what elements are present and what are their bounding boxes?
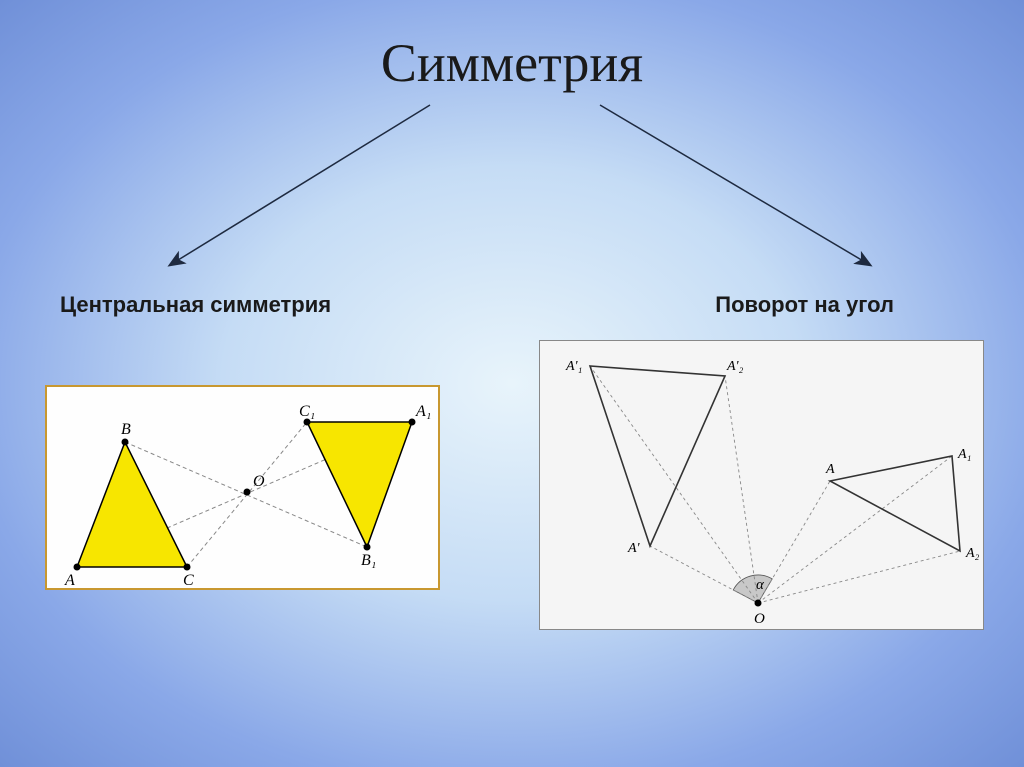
subtitle-central-symmetry: Центральная симметрия xyxy=(60,292,331,318)
main-arrows xyxy=(0,100,1024,300)
svg-text:A'₁: A'₁ xyxy=(565,359,582,374)
svg-text:α: α xyxy=(756,577,765,593)
arrow-left xyxy=(170,105,430,265)
svg-text:A₁: A₁ xyxy=(957,447,971,462)
svg-text:A₂: A₂ xyxy=(965,546,980,561)
subtitle-rotation: Поворот на угол xyxy=(715,292,894,318)
svg-text:A': A' xyxy=(627,541,641,556)
page-title: Симметрия xyxy=(381,32,643,94)
svg-text:A: A xyxy=(825,462,835,477)
figure-rotation: Oα A' A'₁ A'₂ A A₁ A₂ xyxy=(539,340,984,630)
arrow-right xyxy=(600,105,870,265)
svg-text:A'₂: A'₂ xyxy=(726,359,744,374)
svg-text:C₁: C₁ xyxy=(299,403,315,420)
svg-text:C: C xyxy=(183,572,194,589)
figure-central-symmetry: A B C A₁ B₁ C₁ O xyxy=(45,385,440,590)
svg-text:O: O xyxy=(754,611,765,627)
svg-text:A: A xyxy=(64,572,75,589)
svg-text:A₁: A₁ xyxy=(415,403,431,420)
svg-text:B: B xyxy=(121,421,131,438)
svg-text:O: O xyxy=(253,473,265,490)
svg-text:B₁: B₁ xyxy=(361,552,376,569)
